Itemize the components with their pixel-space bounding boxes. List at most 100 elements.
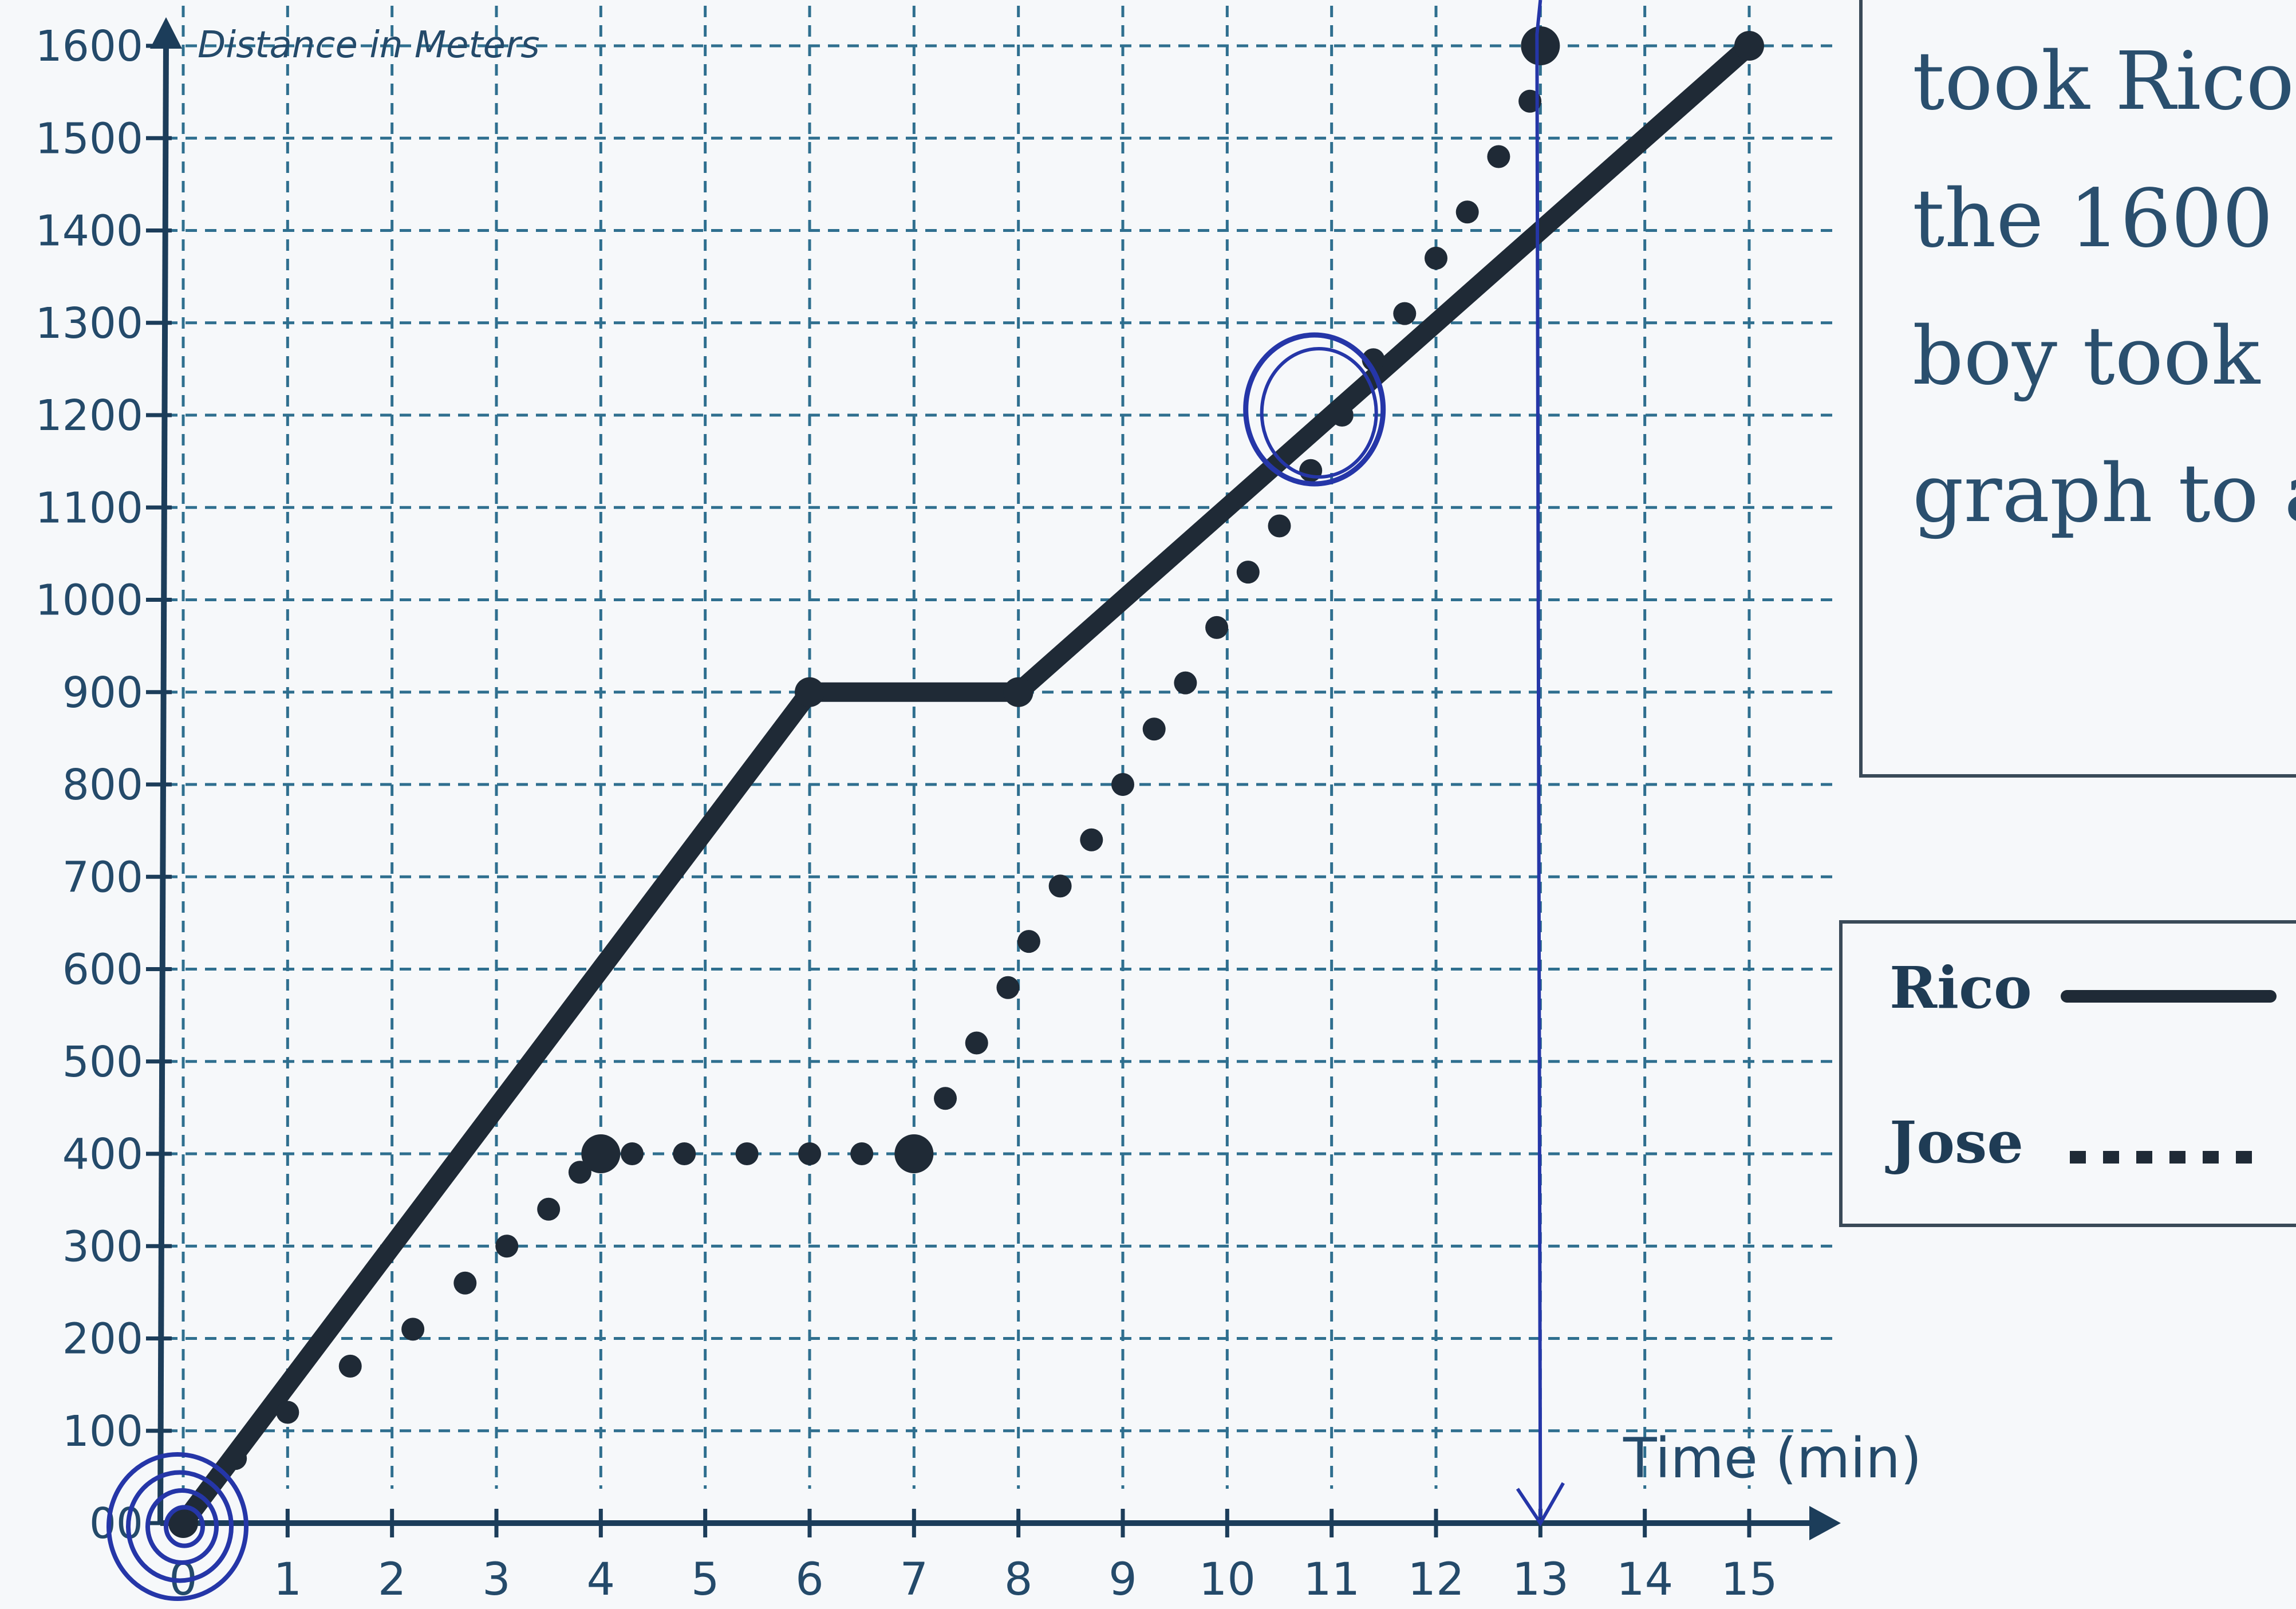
series-point-rico xyxy=(795,677,824,707)
series-point-jose xyxy=(621,1142,644,1165)
series-point-jose xyxy=(224,1447,247,1470)
x-tick-label: 4 xyxy=(587,1554,616,1606)
legend-dot xyxy=(2070,1151,2086,1164)
series-point-jose xyxy=(568,1161,591,1184)
origin-scribble xyxy=(126,1470,234,1583)
question-line-4: graph to a xyxy=(1912,447,2296,541)
y-axis-arrow xyxy=(150,17,182,49)
x-tick-label: 7 xyxy=(900,1554,929,1606)
series-point-jose xyxy=(1017,930,1040,953)
y-tick-label: 800 xyxy=(62,760,143,810)
series-point-jose xyxy=(1268,514,1291,538)
series-point-jose xyxy=(1236,561,1260,584)
y-tick-label: 1400 xyxy=(35,207,143,256)
y-axis-title: Distance in Meters xyxy=(198,24,540,66)
series-point-jose xyxy=(1142,717,1166,741)
y-tick-label: 00 xyxy=(89,1499,143,1548)
x-axis-title: Time (min) xyxy=(1623,1426,1922,1490)
legend-dot xyxy=(2169,1151,2185,1164)
origin-scribble xyxy=(145,1488,219,1565)
question-line-3: boy took xyxy=(1912,310,2261,403)
origin-scribble xyxy=(164,1505,205,1548)
series-layer xyxy=(168,26,1764,1538)
y-tick-label: 600 xyxy=(62,945,143,995)
origin-scribble xyxy=(106,1452,248,1601)
series-point-jose xyxy=(1393,302,1417,325)
y-tick-label: 400 xyxy=(62,1130,143,1179)
x-tick-label: 5 xyxy=(691,1554,720,1606)
legend-dot xyxy=(2103,1151,2119,1164)
tick-labels: 0 1 2 3 4 5 6 7 8 9 10 11 12 13 14 15001002003004005006… xyxy=(35,22,1778,1606)
question-line-2: the 1600 xyxy=(1912,172,2273,266)
y-tick-label: 200 xyxy=(62,1315,143,1364)
y-tick-label: 1000 xyxy=(35,576,143,625)
y-tick-label: 1500 xyxy=(35,114,143,163)
legend-label-rico: Rico xyxy=(1889,954,2032,1022)
x13-pen-line xyxy=(1535,0,1542,1518)
series-point-jose xyxy=(965,1031,988,1055)
y-tick-label: 100 xyxy=(62,1407,143,1456)
legend-dot xyxy=(2203,1151,2219,1164)
y-tick-label: 1100 xyxy=(35,483,143,533)
x-tick-label: 2 xyxy=(378,1554,407,1606)
series-point-jose xyxy=(735,1142,759,1165)
series-point-rico xyxy=(1734,31,1764,61)
x-tick-label: 10 xyxy=(1199,1554,1256,1606)
x-tick-label: 12 xyxy=(1407,1554,1464,1606)
legend-dot xyxy=(2236,1151,2252,1164)
x-tick-label: 14 xyxy=(1616,1554,1673,1606)
series-point-jose xyxy=(1455,200,1479,224)
x13-pen-check xyxy=(1516,1482,1565,1527)
axes xyxy=(150,17,1841,1540)
y-axis-line xyxy=(157,40,169,1524)
x-tick-label: 15 xyxy=(1721,1554,1777,1606)
series-line-rico xyxy=(173,36,1759,1533)
legend-swatch-jose xyxy=(2070,1151,2252,1164)
series-point-jose xyxy=(401,1318,425,1341)
legend: Rico Jose xyxy=(1839,920,2296,1227)
series-point-jose xyxy=(934,1087,957,1110)
pen-annotations xyxy=(106,0,1565,1601)
series-point-jose xyxy=(1111,773,1134,796)
series-point-jose xyxy=(1080,828,1103,851)
x-tick-label: 3 xyxy=(482,1554,511,1606)
series-point-jose xyxy=(1048,874,1072,898)
y-tick-label: 500 xyxy=(62,1038,143,1087)
series-point-jose xyxy=(581,1134,621,1173)
intersection-circle xyxy=(1243,332,1386,487)
series-point-jose xyxy=(1330,404,1354,427)
question-box: took Rico the 1600 boy took graph to a xyxy=(1859,0,2296,778)
series-point-jose xyxy=(996,976,1020,999)
y-tick-label: 700 xyxy=(62,853,143,902)
y-tick-label: 1200 xyxy=(35,391,143,440)
y-tick-label: 1600 xyxy=(35,22,143,71)
y-tick-label: 300 xyxy=(62,1222,143,1271)
x-tick-label: 8 xyxy=(1004,1554,1033,1606)
series-point-jose xyxy=(850,1142,874,1165)
series-point-jose xyxy=(798,1142,821,1165)
y-tick-label: 1300 xyxy=(35,299,143,348)
legend-label-jose: Jose xyxy=(1885,1109,2023,1176)
series-point-jose xyxy=(894,1134,934,1173)
y-tick-label: 900 xyxy=(62,668,143,717)
x-tick-label: 1 xyxy=(274,1554,302,1606)
series-point-jose xyxy=(1205,616,1229,639)
series-point-rico xyxy=(1003,677,1033,707)
intersection-circle-inner xyxy=(1260,347,1378,479)
series-point-jose xyxy=(1521,26,1560,65)
x-tick-label: 9 xyxy=(1108,1554,1137,1606)
x-tick-label: 6 xyxy=(795,1554,824,1606)
series-point-jose xyxy=(495,1235,519,1258)
series-point-jose xyxy=(453,1271,477,1295)
series-point-jose xyxy=(1425,246,1447,270)
series-point-jose xyxy=(537,1197,561,1221)
series-point-jose xyxy=(1174,671,1197,695)
x-tick-label: 13 xyxy=(1512,1554,1569,1606)
question-line-1: took Rico xyxy=(1912,35,2294,128)
x-axis-arrow xyxy=(1809,1506,1841,1540)
x-tick-label: 11 xyxy=(1303,1554,1360,1606)
series-point-jose xyxy=(172,1512,195,1535)
series-point-jose xyxy=(673,1142,696,1165)
